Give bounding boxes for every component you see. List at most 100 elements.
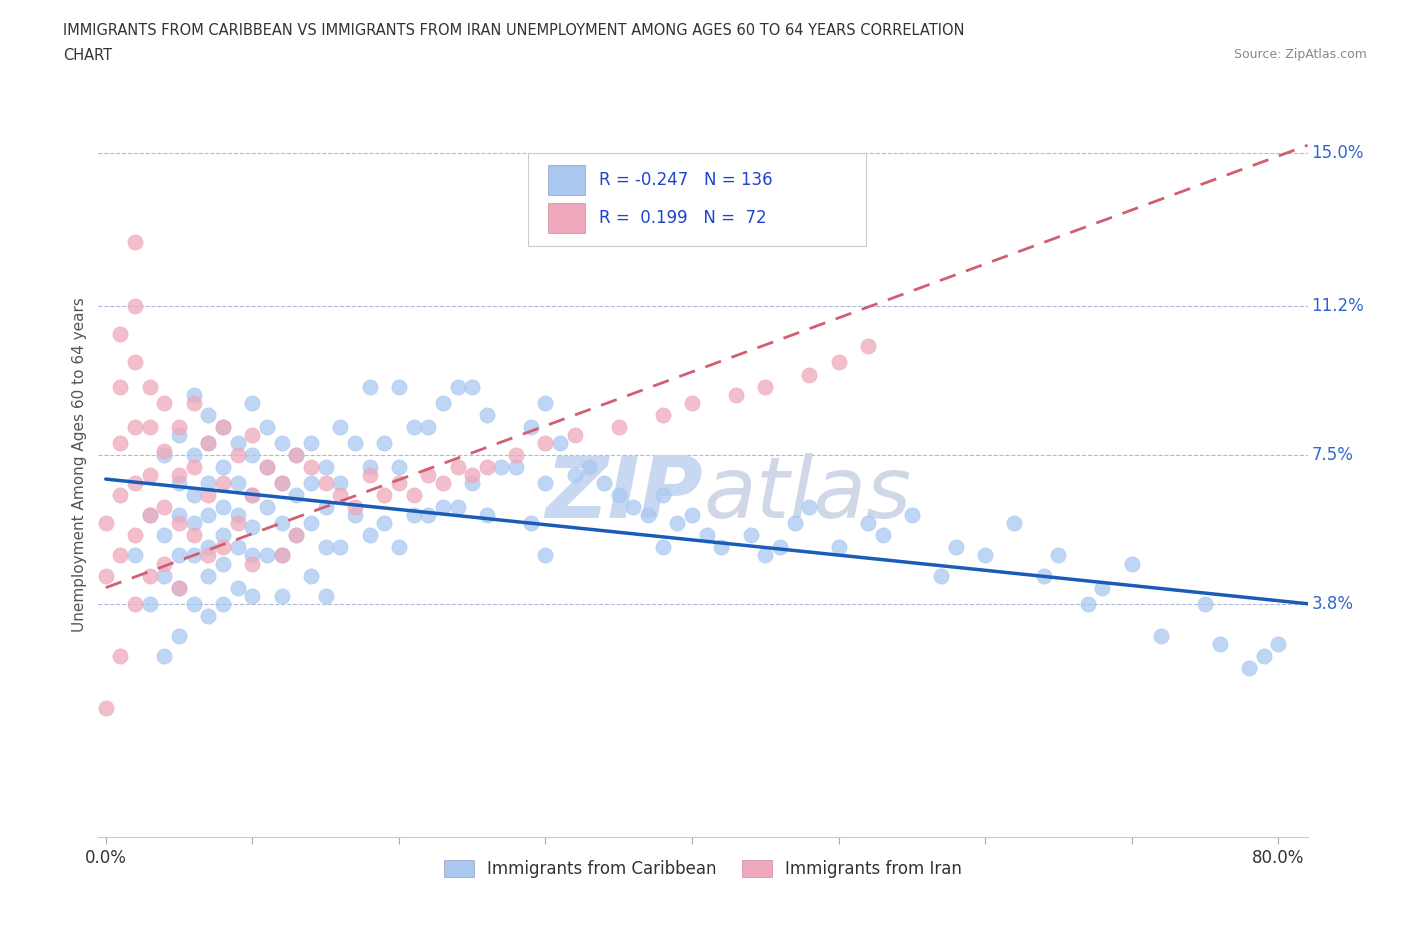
Point xyxy=(167,508,190,523)
Point xyxy=(197,475,219,490)
Point xyxy=(446,379,468,394)
Point xyxy=(197,435,219,450)
Point xyxy=(167,428,190,443)
Point xyxy=(461,475,484,490)
Point xyxy=(315,499,337,514)
Point xyxy=(270,475,292,490)
Point xyxy=(197,548,219,563)
Point xyxy=(432,395,454,410)
Point xyxy=(1047,548,1070,563)
Point xyxy=(226,475,249,490)
Point xyxy=(799,499,821,514)
Point xyxy=(929,568,952,583)
Text: R = -0.247   N = 136: R = -0.247 N = 136 xyxy=(599,171,773,189)
Point xyxy=(856,516,879,531)
Text: 15.0%: 15.0% xyxy=(1312,144,1364,163)
Point xyxy=(138,468,160,483)
Point xyxy=(1032,568,1054,583)
Point xyxy=(621,499,644,514)
Point xyxy=(461,468,484,483)
Text: 7.5%: 7.5% xyxy=(1312,446,1353,464)
Point xyxy=(388,475,411,490)
Point xyxy=(446,499,468,514)
Point xyxy=(256,499,278,514)
Point xyxy=(138,419,160,434)
Point xyxy=(564,428,586,443)
Point xyxy=(505,447,527,462)
Point xyxy=(710,540,733,555)
Point xyxy=(212,459,235,474)
Point xyxy=(520,419,543,434)
Point xyxy=(240,556,263,571)
Point xyxy=(124,299,146,313)
Text: Source: ZipAtlas.com: Source: ZipAtlas.com xyxy=(1233,48,1367,61)
Point xyxy=(1121,556,1143,571)
Point xyxy=(124,419,146,434)
Point xyxy=(1004,516,1026,531)
Point xyxy=(607,419,630,434)
Point xyxy=(110,435,132,450)
Point xyxy=(534,395,557,410)
Point xyxy=(138,508,160,523)
Point xyxy=(402,487,425,502)
Point xyxy=(1208,636,1230,651)
Point xyxy=(285,528,308,543)
Point xyxy=(270,516,292,531)
Point xyxy=(799,367,821,382)
Point xyxy=(197,540,219,555)
Point xyxy=(315,459,337,474)
Point xyxy=(212,540,235,555)
Point xyxy=(167,419,190,434)
Point xyxy=(418,419,440,434)
Point xyxy=(769,540,792,555)
Point xyxy=(110,326,132,341)
Point xyxy=(153,444,176,458)
Point xyxy=(270,435,292,450)
Point xyxy=(153,648,176,663)
Text: ZIP: ZIP xyxy=(546,453,703,537)
Point xyxy=(212,556,235,571)
Point xyxy=(285,447,308,462)
Point xyxy=(226,540,249,555)
Point xyxy=(402,508,425,523)
Point xyxy=(183,596,205,611)
Point xyxy=(343,435,366,450)
Point xyxy=(153,568,176,583)
Point xyxy=(359,528,381,543)
FancyBboxPatch shape xyxy=(527,153,866,246)
Point xyxy=(124,528,146,543)
Point xyxy=(1267,636,1289,651)
Point xyxy=(138,379,160,394)
Legend: Immigrants from Caribbean, Immigrants from Iran: Immigrants from Caribbean, Immigrants fr… xyxy=(437,853,969,884)
Point xyxy=(432,499,454,514)
Point xyxy=(183,548,205,563)
Point xyxy=(197,568,219,583)
Point xyxy=(226,435,249,450)
Point xyxy=(651,407,673,422)
Point xyxy=(299,435,322,450)
Point xyxy=(270,548,292,563)
Point xyxy=(240,520,263,535)
Point xyxy=(240,548,263,563)
Point xyxy=(226,508,249,523)
Point xyxy=(212,419,235,434)
Point xyxy=(872,528,894,543)
Point xyxy=(343,508,366,523)
Point xyxy=(432,475,454,490)
Point xyxy=(299,475,322,490)
Point xyxy=(167,516,190,531)
Point xyxy=(534,548,557,563)
Text: 11.2%: 11.2% xyxy=(1312,298,1364,315)
Point xyxy=(505,459,527,474)
Point xyxy=(212,528,235,543)
Point xyxy=(945,540,967,555)
Point xyxy=(138,596,160,611)
Point xyxy=(167,580,190,595)
Point xyxy=(153,528,176,543)
Point xyxy=(373,487,395,502)
Point xyxy=(110,548,132,563)
Point xyxy=(285,487,308,502)
Point xyxy=(754,379,776,394)
Point xyxy=(754,548,776,563)
Text: 3.8%: 3.8% xyxy=(1312,595,1353,613)
